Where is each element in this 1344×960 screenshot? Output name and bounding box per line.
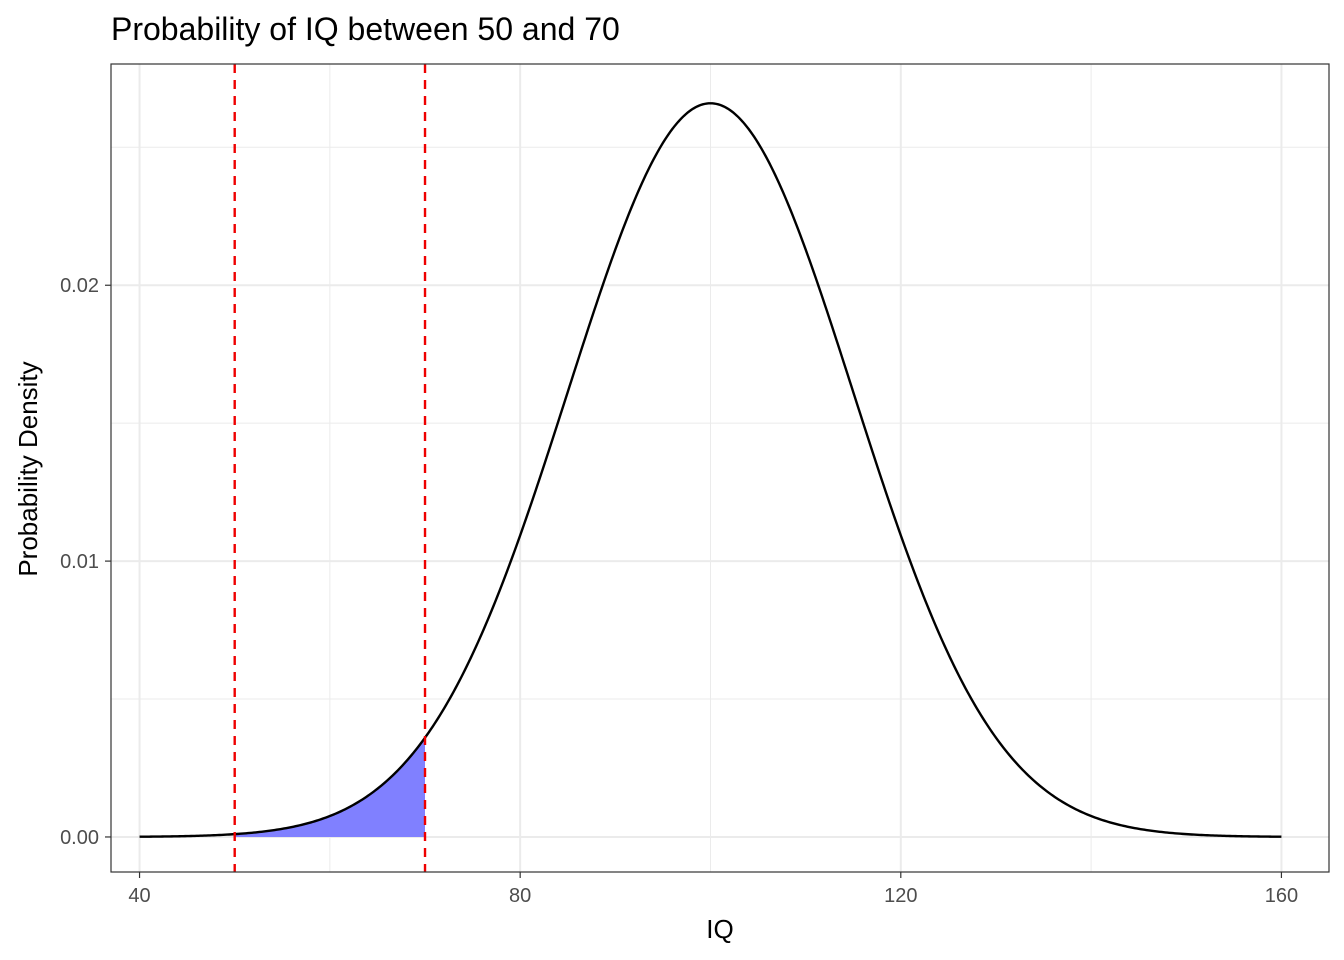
chart-title: Probability of IQ between 50 and 70	[111, 11, 620, 47]
panel-border	[110, 63, 1330, 873]
shaded-probability-area	[234, 737, 426, 837]
y-tick-label: 0.02	[60, 275, 99, 297]
y-axis-title: Probability Density	[13, 361, 43, 576]
x-tick-label: 120	[884, 885, 917, 907]
plot-area: 40 80 120 160 0.00 0.01 0.02	[60, 63, 1330, 907]
x-axis-title: IQ	[706, 914, 733, 944]
y-tick-label: 0.01	[60, 551, 99, 573]
x-tick-label: 160	[1265, 885, 1298, 907]
y-tick-label: 0.00	[60, 827, 99, 849]
x-tick-label: 80	[509, 885, 531, 907]
x-tick-label: 40	[128, 885, 150, 907]
panel-background	[111, 64, 1329, 872]
density-curve	[139, 102, 1282, 838]
